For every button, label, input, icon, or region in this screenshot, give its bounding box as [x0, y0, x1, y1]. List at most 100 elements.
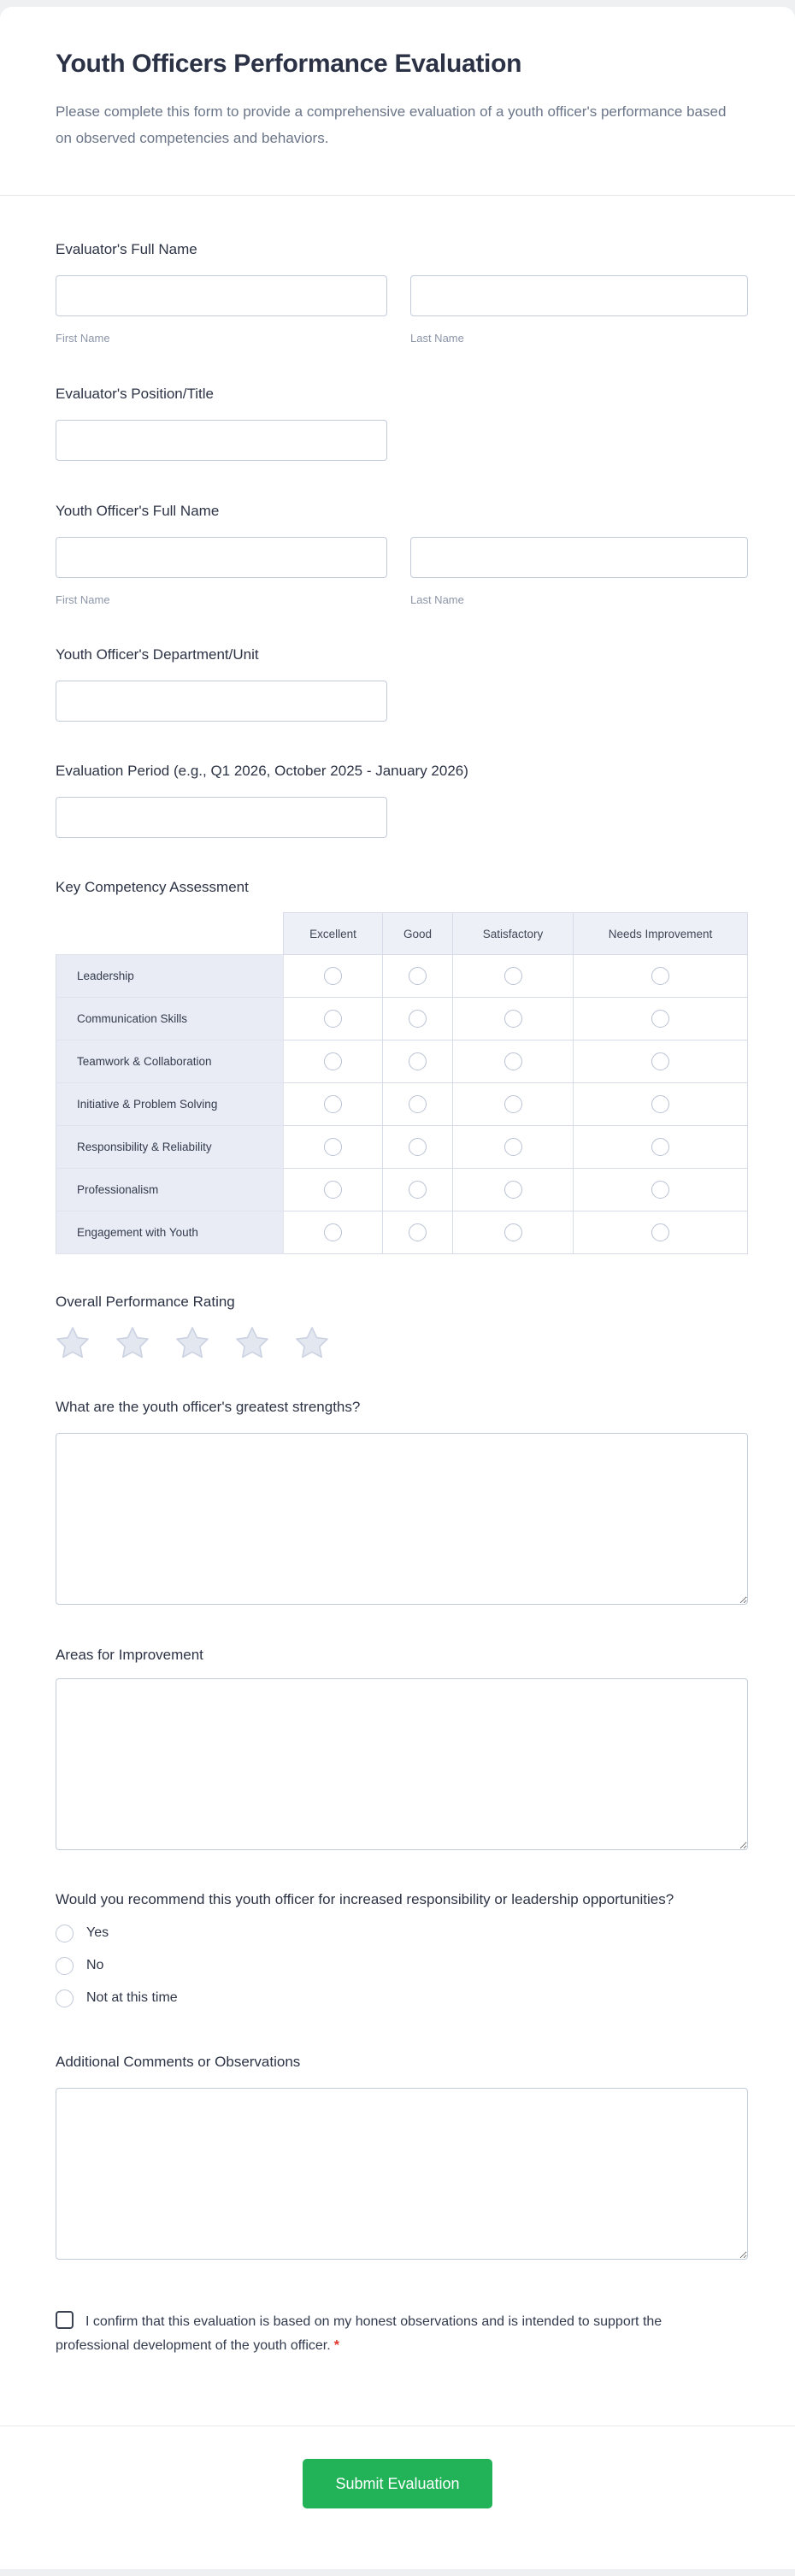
field-label: Youth Officer's Department/Unit: [56, 646, 259, 663]
competency-radio-cell: [283, 1082, 383, 1126]
competency-radio[interactable]: [651, 1052, 669, 1070]
competency-radio[interactable]: [651, 1181, 669, 1199]
competency-radio-cell: [382, 1168, 453, 1211]
field-evaluator-name: Evaluator's Full Name First Name Last Na…: [56, 240, 748, 346]
recommend-options: Yes No Not at this time: [56, 1924, 748, 2007]
competency-radio[interactable]: [324, 1138, 342, 1156]
evaluator-position-input[interactable]: [56, 420, 387, 461]
competency-radio[interactable]: [324, 967, 342, 985]
competency-radio-cell: [382, 1125, 453, 1169]
radio-label: Yes: [86, 1925, 109, 1940]
competency-row: Initiative & Problem Solving: [56, 1082, 748, 1126]
form-body: Evaluator's Full Name First Name Last Na…: [0, 240, 795, 2358]
competency-radio[interactable]: [651, 1095, 669, 1113]
star-icon[interactable]: [235, 1325, 269, 1359]
field-label: Evaluation Period (e.g., Q1 2026, Octobe…: [56, 763, 468, 779]
recommend-option[interactable]: Yes: [56, 1924, 748, 1942]
competency-radio[interactable]: [324, 1010, 342, 1028]
star-icon[interactable]: [295, 1325, 329, 1359]
competency-radio[interactable]: [409, 1095, 427, 1113]
competency-radio-cell: [573, 1168, 748, 1211]
competency-radio-cell: [382, 1082, 453, 1126]
competency-column-header: Needs Improvement: [573, 912, 748, 955]
field-label: Evaluator's Full Name: [56, 241, 197, 257]
competency-radio-cell: [382, 1211, 453, 1254]
competency-radio-cell: [452, 1211, 574, 1254]
radio-icon[interactable]: [56, 1956, 74, 1975]
competency-radio[interactable]: [651, 1010, 669, 1028]
radio-label: Not at this time: [86, 1990, 178, 2005]
competency-table-head-row: Excellent Good Satisfactory Needs Improveme…: [56, 912, 748, 955]
competency-radio-cell: [382, 1040, 453, 1083]
officer-first-name-input[interactable]: [56, 537, 387, 578]
star-icon[interactable]: [175, 1325, 209, 1359]
field-confirmation: I confirm that this evaluation is based …: [56, 2310, 748, 2358]
competency-radio-cell: [452, 1040, 574, 1083]
competency-radio[interactable]: [324, 1181, 342, 1199]
competency-row-label: Professionalism: [56, 1168, 284, 1211]
competency-radio[interactable]: [504, 1181, 522, 1199]
name-inputs-row: First Name Last Name: [56, 275, 748, 346]
field-improvement: Areas for Improvement: [56, 1646, 748, 1850]
competency-radio[interactable]: [409, 1223, 427, 1241]
competency-table-body: Leadership Communication Skills Teamwork &…: [56, 954, 748, 1254]
form-footer: Submit Evaluation: [0, 2426, 795, 2553]
evaluator-last-name-input[interactable]: [410, 275, 748, 316]
last-name-column: Last Name: [410, 275, 748, 346]
competency-radio[interactable]: [504, 1095, 522, 1113]
competency-radio[interactable]: [504, 1052, 522, 1070]
officer-last-name-input[interactable]: [410, 537, 748, 578]
radio-icon[interactable]: [56, 1924, 74, 1942]
star-icon[interactable]: [115, 1325, 150, 1359]
competency-radio[interactable]: [409, 1138, 427, 1156]
star-icon[interactable]: [56, 1325, 90, 1359]
first-name-column: First Name: [56, 537, 387, 608]
competency-radio-cell: [382, 997, 453, 1040]
competency-row-label: Communication Skills: [56, 997, 284, 1040]
officer-department-input[interactable]: [56, 681, 387, 722]
recommend-option[interactable]: No: [56, 1956, 748, 1975]
competency-radio[interactable]: [324, 1223, 342, 1241]
field-overall-rating: Overall Performance Rating: [56, 1293, 748, 1359]
competency-radio[interactable]: [409, 1181, 427, 1199]
competency-radio-cell: [452, 1168, 574, 1211]
name-inputs-row: First Name Last Name: [56, 537, 748, 608]
competency-radio[interactable]: [409, 1010, 427, 1028]
evaluator-first-name-input[interactable]: [56, 275, 387, 316]
competency-radio[interactable]: [324, 1052, 342, 1070]
submit-button[interactable]: Submit Evaluation: [303, 2459, 492, 2508]
form-header: Youth Officers Performance Evaluation Pl…: [0, 7, 795, 151]
competency-radio[interactable]: [324, 1095, 342, 1113]
competency-radio-cell: [573, 1082, 748, 1126]
competency-radio[interactable]: [504, 1138, 522, 1156]
strengths-textarea[interactable]: [56, 1433, 748, 1605]
field-evaluator-position: Evaluator's Position/Title: [56, 385, 748, 461]
competency-radio[interactable]: [651, 967, 669, 985]
competency-radio[interactable]: [651, 1223, 669, 1241]
competency-radio[interactable]: [504, 1010, 522, 1028]
competency-row: Communication Skills: [56, 997, 748, 1040]
competency-table: Excellent Good Satisfactory Needs Improveme…: [56, 912, 748, 1254]
competency-row-label: Responsibility & Reliability: [56, 1125, 284, 1169]
competency-row: Engagement with Youth: [56, 1211, 748, 1254]
confirmation-checkbox[interactable]: [56, 2311, 74, 2329]
evaluation-period-input[interactable]: [56, 797, 387, 838]
field-label: What are the youth officer's greatest st…: [56, 1399, 361, 1415]
competency-radio[interactable]: [409, 1052, 427, 1070]
last-name-column: Last Name: [410, 537, 748, 608]
recommend-option[interactable]: Not at this time: [56, 1989, 748, 2007]
competency-radio[interactable]: [504, 967, 522, 985]
competency-column-header: Excellent: [283, 912, 383, 955]
competency-radio[interactable]: [409, 967, 427, 985]
improvement-textarea[interactable]: [56, 1678, 748, 1850]
competency-radio-cell: [283, 997, 383, 1040]
competency-radio[interactable]: [651, 1138, 669, 1156]
form-subtitle: Please complete this form to provide a c…: [56, 103, 727, 146]
radio-icon[interactable]: [56, 1989, 74, 2007]
competency-row-label: Initiative & Problem Solving: [56, 1082, 284, 1126]
competency-radio-cell: [283, 1211, 383, 1254]
field-label: Areas for Improvement: [56, 1647, 203, 1663]
competency-radio-cell: [452, 954, 574, 998]
competency-radio[interactable]: [504, 1223, 522, 1241]
comments-textarea[interactable]: [56, 2088, 748, 2260]
